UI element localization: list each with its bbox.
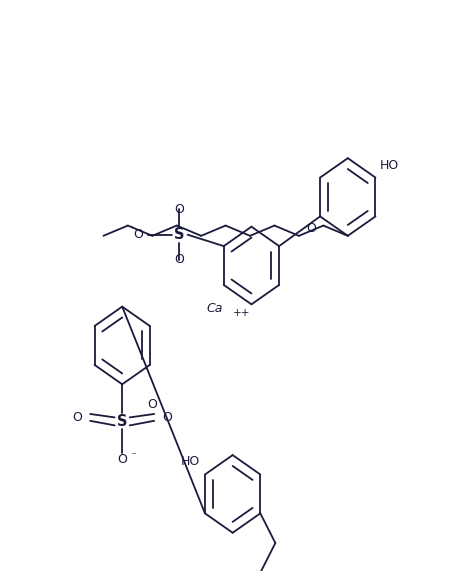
- Text: ++: ++: [233, 308, 250, 319]
- Text: ⁻: ⁻: [131, 451, 137, 461]
- Text: S: S: [174, 227, 184, 242]
- Text: O: O: [174, 253, 184, 266]
- Text: O: O: [147, 398, 157, 411]
- Text: HO: HO: [181, 455, 200, 468]
- Text: HO: HO: [380, 159, 400, 172]
- Text: O: O: [72, 411, 82, 424]
- Text: ⁻: ⁻: [128, 224, 133, 234]
- Text: O: O: [117, 453, 127, 466]
- Text: O: O: [174, 203, 184, 216]
- Text: O: O: [306, 222, 316, 235]
- Text: Ca: Ca: [207, 302, 223, 315]
- Text: O: O: [133, 228, 143, 241]
- Text: O: O: [162, 411, 172, 424]
- Text: S: S: [117, 414, 127, 429]
